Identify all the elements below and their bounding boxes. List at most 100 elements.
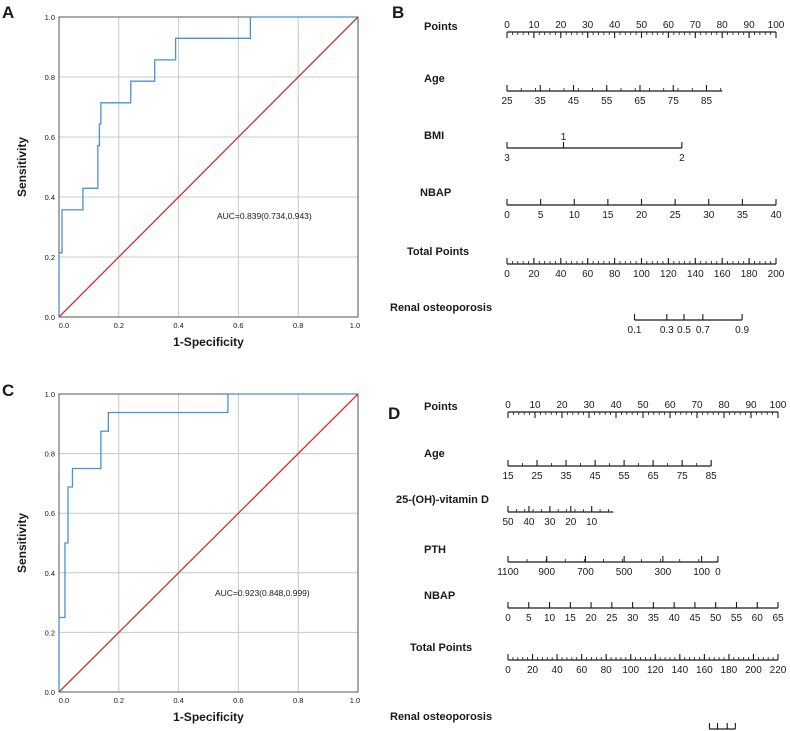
tick-label: 700 xyxy=(577,567,594,578)
x-tick-label: 0.8 xyxy=(293,696,303,705)
x-axis-title: 1-Specificity xyxy=(173,710,244,724)
tick-label: 75 xyxy=(668,96,680,107)
tick-label: 100 xyxy=(768,20,785,31)
tick-label: 60 xyxy=(752,613,764,624)
panel-letter-a: A xyxy=(2,3,14,22)
tick-label: 80 xyxy=(718,400,730,411)
nomogram-row-points: Points 0 10 20 30 40 50 60 70 80 90 100 xyxy=(424,20,785,38)
x-tick-label: 0.2 xyxy=(114,321,124,330)
tick-label: 55 xyxy=(601,96,613,107)
tick-label: 60 xyxy=(664,400,676,411)
y-tick-label: 0.0 xyxy=(45,313,55,322)
tick-label: 45 xyxy=(689,613,701,624)
tick-label: 900 xyxy=(538,567,555,578)
nomogram-row-age: Age 15 25 35 45 55 65 75 85 xyxy=(424,448,717,482)
tick-label: 80 xyxy=(601,665,613,676)
tick-label: 160 xyxy=(714,269,731,280)
plot-frame xyxy=(58,393,359,693)
nomogram-row-renal-osteoporosis: Renal osteoporosis 0.1 0.3 0.5 0.7 0.9 xyxy=(390,302,749,336)
row-label: NBAP xyxy=(420,187,451,199)
row-label: Renal osteoporosis xyxy=(390,302,492,314)
roc-chart-a: 0.0 0.2 0.4 0.6 0.8 1.0 0.0 0.2 0.4 0.6 0.8 1.0 1-Sp… xyxy=(15,13,360,349)
tick-label: 100 xyxy=(633,269,650,280)
tick-label: 160 xyxy=(696,665,713,676)
tick-label: 55 xyxy=(619,471,631,482)
tick-label: 65 xyxy=(634,96,646,107)
tick-label: 45 xyxy=(568,96,580,107)
y-tick-label: 0.8 xyxy=(45,450,55,459)
roc-curve xyxy=(58,16,358,317)
tick-label: 0 xyxy=(505,400,511,411)
tick-label: 3 xyxy=(504,153,510,164)
tick-label: 15 xyxy=(602,210,614,221)
tick-label: 1 xyxy=(561,132,567,143)
tick-label: 25 xyxy=(501,96,513,107)
x-tick-label: 0.2 xyxy=(114,696,124,705)
nomogram-row-total-points: Total Points 0 20 40 60 80 100 120 140 160 180 200 2… xyxy=(410,642,787,676)
tick-label: 120 xyxy=(647,665,664,676)
tick-label: 0 xyxy=(504,210,510,221)
panel-letter-b: B xyxy=(392,3,404,22)
x-tick-label: 0.4 xyxy=(173,696,183,705)
y-tick-label: 1.0 xyxy=(45,13,55,22)
y-tick-label: 0.6 xyxy=(45,509,55,518)
plot-frame xyxy=(58,16,359,318)
tick-label: 2 xyxy=(679,153,685,164)
tick-label: 200 xyxy=(745,665,762,676)
reference-line xyxy=(58,16,359,318)
tick-label: 5 xyxy=(538,210,544,221)
y-tick-label: 0.6 xyxy=(45,133,55,142)
y-tick-label: 0.8 xyxy=(45,73,55,82)
roc-chart-c: 0.0 0.2 0.4 0.6 0.8 1.0 0.0 0.2 0.4 0.6 0.8 1.0 1-Sp… xyxy=(15,390,360,724)
x-tick-label: 0.0 xyxy=(59,696,69,705)
tick-label: 70 xyxy=(691,400,703,411)
x-tick-label: 0.6 xyxy=(233,321,243,330)
tick-label: 0 xyxy=(505,613,511,624)
tick-label: 40 xyxy=(552,665,564,676)
tick-label: 45 xyxy=(590,471,602,482)
x-tick-label: 0.6 xyxy=(233,696,243,705)
tick-label: 40 xyxy=(770,210,782,221)
tick-label: 0 xyxy=(504,20,510,31)
row-label: Points xyxy=(424,401,458,413)
panel-letter-d: D xyxy=(388,404,400,423)
tick-label: 30 xyxy=(583,400,595,411)
tick-label: 20 xyxy=(527,665,539,676)
y-axis-title: Sensitivity xyxy=(15,513,29,573)
tick-label: 55 xyxy=(731,613,743,624)
nomogram-row-25-oh-vitamin-d: 25-(OH)-vitamin D 50 40 30 20 10 xyxy=(396,494,614,528)
x-tick-label: 0.0 xyxy=(59,321,69,330)
row-label: Total Points xyxy=(407,246,469,258)
tick-label: 0 xyxy=(505,665,511,676)
row-label: NBAP xyxy=(424,590,455,602)
tick-label: 200 xyxy=(768,269,785,280)
tick-label: 40 xyxy=(555,269,567,280)
y-tick-label: 0.2 xyxy=(45,628,55,637)
nomogram-row-nbap: NBAP 0 5 10 15 20 25 30 35 40 45 50 55 60 65 xyxy=(424,590,784,624)
tick-label: 20 xyxy=(556,400,568,411)
row-label: Age xyxy=(424,448,445,460)
tick-label: 35 xyxy=(648,613,660,624)
tick-label: 15 xyxy=(502,471,514,482)
tick-label: 0.3 xyxy=(660,325,674,336)
row-label: PTH xyxy=(424,544,446,556)
tick-label: 0.1 xyxy=(628,325,642,336)
nomogram-row-bmi: BMI 3 2 1 xyxy=(424,130,685,164)
tick-label: 90 xyxy=(745,400,757,411)
tick-label: 0 xyxy=(715,567,721,578)
tick-label: 15 xyxy=(565,613,577,624)
x-tick-label: 1.0 xyxy=(350,321,360,330)
tick-label: 0.7 xyxy=(696,325,710,336)
tick-label: 35 xyxy=(535,96,547,107)
tick-label: 20 xyxy=(586,613,598,624)
tick-label: 60 xyxy=(663,20,675,31)
tick-label: 100 xyxy=(693,567,710,578)
tick-label: 10 xyxy=(528,20,540,31)
tick-label: 65 xyxy=(648,471,660,482)
tick-label: 120 xyxy=(660,269,677,280)
tick-label: 40 xyxy=(609,20,621,31)
